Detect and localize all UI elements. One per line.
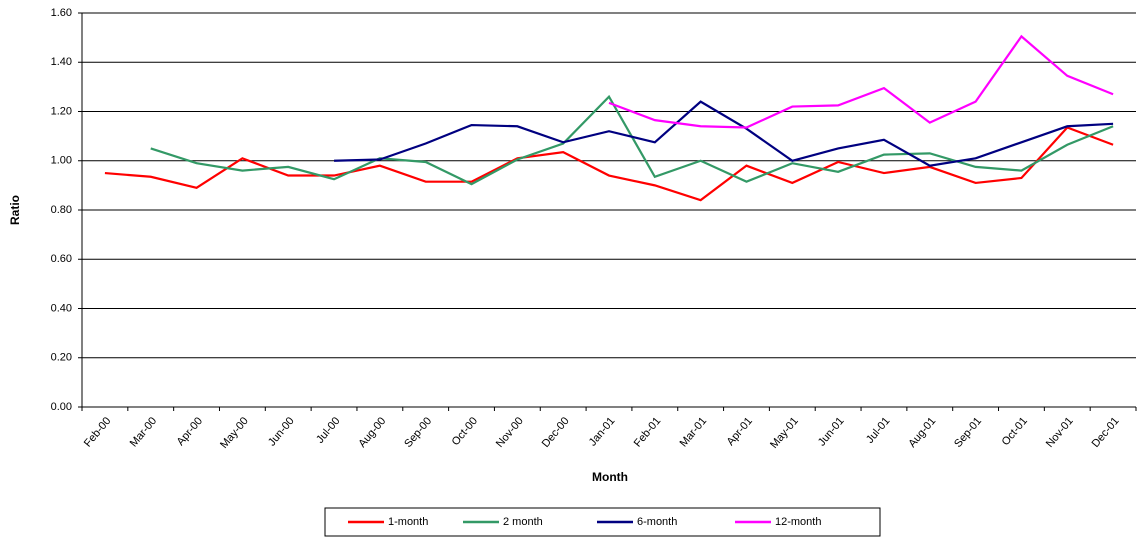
y-tick-label: 1.00 (51, 155, 72, 167)
y-tick-label: 0.40 (51, 302, 72, 314)
x-tick-label: Sep-01 (952, 415, 984, 450)
x-tick-label: Oct-00 (450, 415, 480, 448)
x-tick-label: Jul-01 (864, 415, 892, 446)
legend-label: 2 month (503, 516, 543, 528)
x-tick-label: Feb-00 (82, 415, 114, 449)
y-tick-label: 0.00 (51, 401, 72, 413)
x-tick-label: Mar-01 (678, 415, 710, 449)
x-tick-label: Sep-00 (402, 415, 434, 450)
series-line (150, 94, 1114, 186)
x-tick-label: Aug-00 (356, 415, 388, 450)
x-tick-label: Jan-01 (587, 415, 618, 448)
legend-label: 12-month (775, 516, 821, 528)
series-line (334, 100, 1114, 167)
x-tick-label: Nov-01 (1044, 415, 1076, 450)
series-line (104, 126, 1114, 202)
x-tick-label: Dec-00 (540, 415, 572, 450)
y-tick-label: 1.60 (51, 7, 72, 19)
x-axis-label: Month (592, 470, 628, 484)
y-axis-label: Ratio (8, 195, 22, 225)
x-tick-label: Apr-00 (175, 415, 205, 448)
x-tick-label: May-01 (768, 415, 801, 451)
legend-label: 6-month (637, 516, 677, 528)
x-tick-label: Mar-00 (128, 415, 160, 449)
legend-label: 1-month (388, 516, 428, 528)
x-tick-label: Apr-01 (725, 415, 755, 448)
x-tick-label: May-00 (218, 415, 251, 451)
y-tick-label: 0.80 (51, 204, 72, 216)
x-tick-label: Jun-01 (816, 415, 847, 448)
y-tick-label: 0.20 (51, 352, 72, 364)
x-tick-label: Jul-00 (314, 415, 342, 446)
x-tick-label: Dec-01 (1090, 415, 1122, 450)
x-tick-label: Jun-00 (266, 415, 297, 448)
y-tick-label: 0.60 (51, 253, 72, 265)
x-tick-label: Nov-00 (494, 415, 526, 450)
y-tick-label: 1.40 (51, 56, 72, 68)
x-tick-label: Feb-01 (632, 415, 664, 449)
x-tick-label: Aug-01 (906, 415, 938, 450)
series-line (608, 34, 1114, 129)
x-tick-label: Oct-01 (1000, 415, 1030, 448)
y-tick-label: 1.20 (51, 105, 72, 117)
